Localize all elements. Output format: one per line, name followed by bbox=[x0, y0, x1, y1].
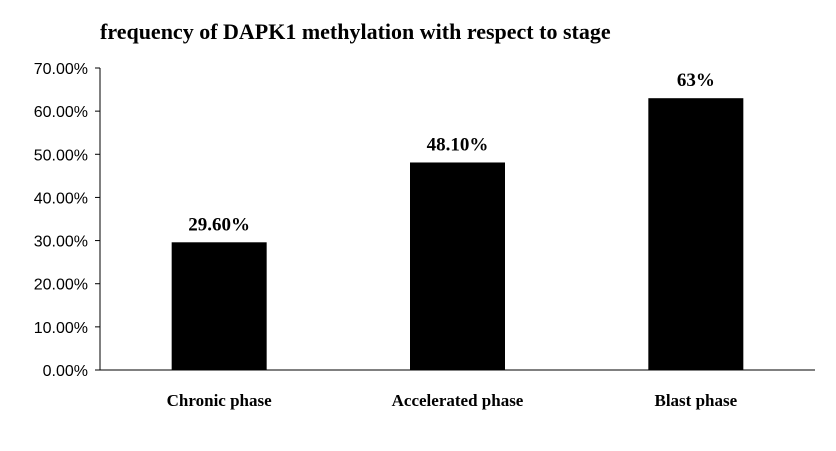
bar bbox=[648, 98, 744, 370]
y-tick-label: 30.00% bbox=[34, 234, 88, 251]
x-tick-label: Chronic phase bbox=[167, 391, 272, 410]
y-tick-label: 50.00% bbox=[34, 147, 88, 164]
bar bbox=[410, 162, 505, 370]
y-tick-label: 60.00% bbox=[34, 104, 88, 121]
data-label: 48.10% bbox=[427, 134, 489, 155]
chart-title: frequency of DAPK1 methylation with resp… bbox=[100, 19, 611, 44]
data-label: 63% bbox=[677, 70, 715, 91]
data-label: 29.60% bbox=[188, 214, 250, 235]
x-axis-labels: Chronic phase Accelerated phase Blast phas… bbox=[167, 391, 738, 410]
x-tick-label: Accelerated phase bbox=[392, 391, 524, 410]
data-labels: 29.60% 48.10% 63% bbox=[188, 70, 715, 235]
y-tick-label: 20.00% bbox=[34, 277, 88, 294]
y-tick-label: 40.00% bbox=[34, 190, 88, 207]
y-axis-ticks: 0.00% 10.00% 20.00% 30.00% 40.00% 50.00% 60.00… bbox=[34, 61, 100, 380]
y-tick-label: 10.00% bbox=[34, 320, 88, 337]
x-tick-label: Blast phase bbox=[654, 391, 737, 410]
y-tick-label: 0.00% bbox=[43, 363, 88, 380]
bars bbox=[171, 98, 744, 370]
y-tick-label: 70.00% bbox=[34, 61, 88, 78]
bar bbox=[171, 242, 267, 370]
